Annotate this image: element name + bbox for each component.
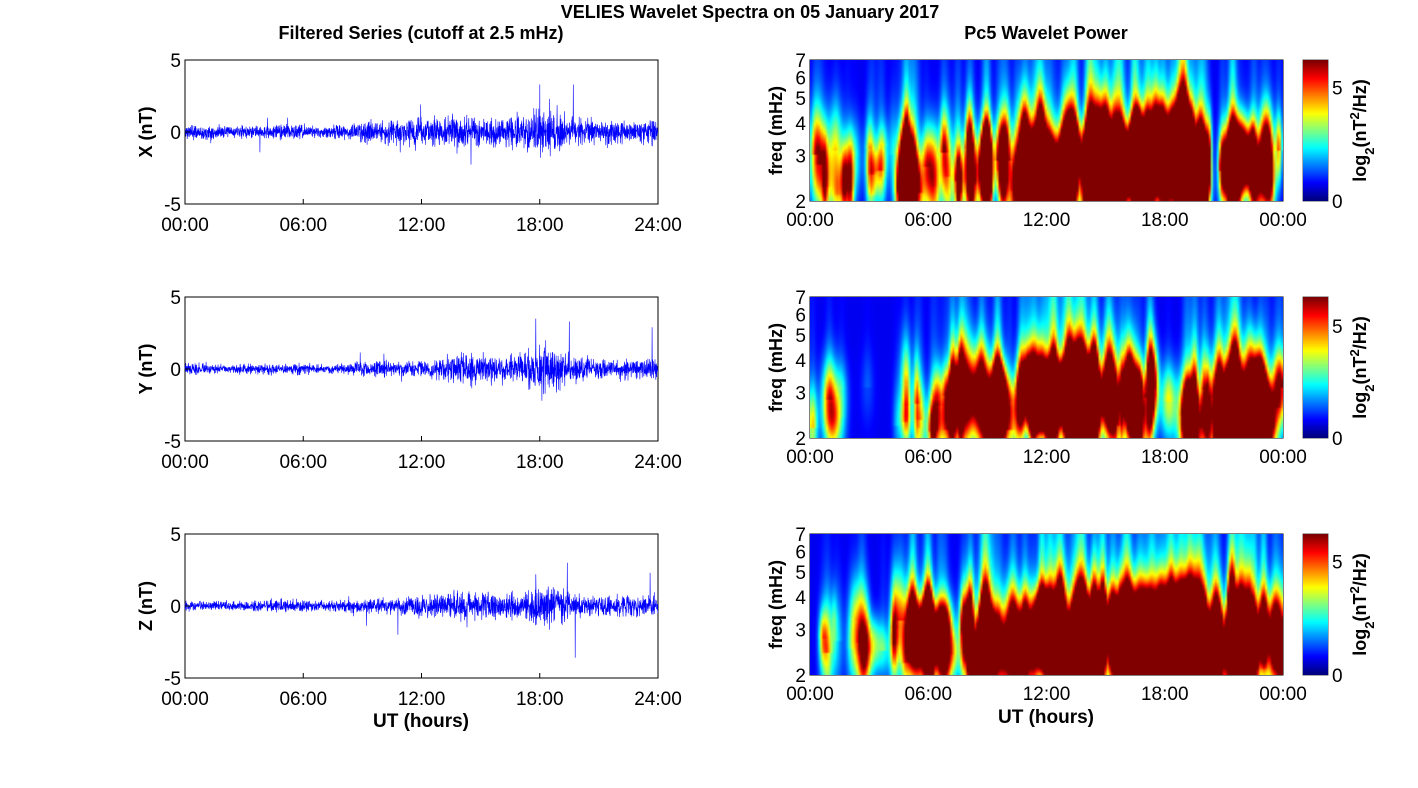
freq-axis-label: freq (mHz) — [766, 86, 786, 175]
colorbar-tick-label: 5 — [1332, 552, 1343, 573]
y-tick-label: 5 — [170, 525, 181, 546]
colorbar-tick-label: 0 — [1332, 192, 1343, 213]
freq-axis-label: freq (mHz) — [766, 560, 786, 649]
freq-tick-label: 4 — [795, 351, 806, 372]
freq-tick-label: 7 — [795, 525, 806, 546]
colorbar-Z — [1303, 534, 1328, 675]
x-tick-label: 18:00 — [1141, 447, 1189, 468]
x-tick-label: 18:00 — [1141, 684, 1189, 705]
freq-tick-label: 5 — [795, 563, 806, 584]
freq-axis-label: freq (mHz) — [766, 323, 786, 412]
series-line-Y — [184, 318, 659, 401]
colorbar-label: log2(nT2/Hz) — [1347, 553, 1377, 655]
freq-tick-label: 4 — [795, 588, 806, 609]
y-tick-label: 5 — [170, 51, 181, 72]
figure-title: VELIES Wavelet Spectra on 05 January 201… — [561, 2, 940, 22]
colorbar-tick-label: 0 — [1332, 429, 1343, 450]
x-tick-label: 00:00 — [161, 452, 209, 473]
wavelet-heatmap-X — [810, 60, 1283, 201]
colorbar-X — [1303, 60, 1328, 201]
colorbar-Y — [1303, 297, 1328, 438]
x-tick-label: 00:00 — [786, 210, 834, 231]
x-tick-label: 00:00 — [161, 689, 209, 710]
wavelet-heatmap-Y — [810, 297, 1283, 438]
freq-tick-label: 3 — [795, 383, 806, 404]
x-tick-label: 06:00 — [279, 689, 327, 710]
x-tick-label: 24:00 — [634, 689, 682, 710]
y-tick-label: -5 — [164, 432, 181, 453]
x-tick-label: 12:00 — [1023, 447, 1071, 468]
colorbar-tick-label: 0 — [1332, 666, 1343, 687]
x-tick-label: 24:00 — [634, 452, 682, 473]
x-tick-label: 18:00 — [516, 452, 564, 473]
y-tick-label: -5 — [164, 669, 181, 690]
x-tick-label: 00:00 — [786, 447, 834, 468]
series-line-X — [184, 84, 659, 165]
freq-tick-label: 4 — [795, 114, 806, 135]
freq-tick-label: 6 — [795, 68, 806, 89]
freq-tick-label: 7 — [795, 288, 806, 309]
x-tick-label: 12:00 — [1023, 684, 1071, 705]
freq-tick-label: 2 — [795, 666, 806, 687]
freq-tick-label: 3 — [795, 620, 806, 641]
freq-tick-label: 7 — [795, 51, 806, 72]
x-tick-label: 06:00 — [904, 210, 952, 231]
wavelet-heatmap-Z — [810, 534, 1283, 675]
y-axis-label: Y (nT) — [136, 344, 156, 395]
left-xlabel: UT (hours) — [373, 711, 469, 732]
x-tick-label: 00:00 — [1259, 447, 1307, 468]
y-tick-label: 0 — [170, 597, 181, 618]
y-tick-label: -5 — [164, 195, 181, 216]
y-axis-label: X (nT) — [136, 107, 156, 158]
x-tick-label: 06:00 — [279, 452, 327, 473]
colorbar-tick-label: 5 — [1332, 78, 1343, 99]
x-tick-label: 00:00 — [1259, 684, 1307, 705]
x-tick-label: 00:00 — [786, 684, 834, 705]
left-column-title: Filtered Series (cutoff at 2.5 mHz) — [278, 23, 563, 43]
x-tick-label: 18:00 — [1141, 210, 1189, 231]
x-tick-label: 12:00 — [398, 689, 446, 710]
colorbar-label: log2(nT2/Hz) — [1347, 316, 1377, 418]
y-axis-label: Z (nT) — [136, 581, 156, 631]
colorbar-tick-label: 5 — [1332, 317, 1343, 338]
right-xlabel: UT (hours) — [998, 707, 1094, 728]
colorbar-label: log2(nT2/Hz) — [1347, 79, 1377, 181]
x-tick-label: 00:00 — [1259, 210, 1307, 231]
freq-tick-label: 6 — [795, 542, 806, 563]
x-tick-label: 06:00 — [279, 215, 327, 236]
freq-tick-label: 2 — [795, 192, 806, 213]
freq-tick-label: 6 — [795, 305, 806, 326]
freq-tick-label: 3 — [795, 146, 806, 167]
x-tick-label: 00:00 — [161, 215, 209, 236]
x-tick-label: 12:00 — [1023, 210, 1071, 231]
y-tick-label: 5 — [170, 288, 181, 309]
y-tick-label: 0 — [170, 123, 181, 144]
x-tick-label: 18:00 — [516, 215, 564, 236]
freq-tick-label: 2 — [795, 429, 806, 450]
x-tick-label: 24:00 — [634, 215, 682, 236]
x-tick-label: 12:00 — [398, 215, 446, 236]
y-tick-label: 0 — [170, 360, 181, 381]
x-tick-label: 06:00 — [904, 447, 952, 468]
x-tick-label: 18:00 — [516, 689, 564, 710]
right-column-title: Pc5 Wavelet Power — [964, 23, 1127, 43]
freq-tick-label: 5 — [795, 326, 806, 347]
x-tick-label: 12:00 — [398, 452, 446, 473]
freq-tick-label: 5 — [795, 89, 806, 110]
series-line-Z — [184, 562, 659, 658]
x-tick-label: 06:00 — [904, 684, 952, 705]
